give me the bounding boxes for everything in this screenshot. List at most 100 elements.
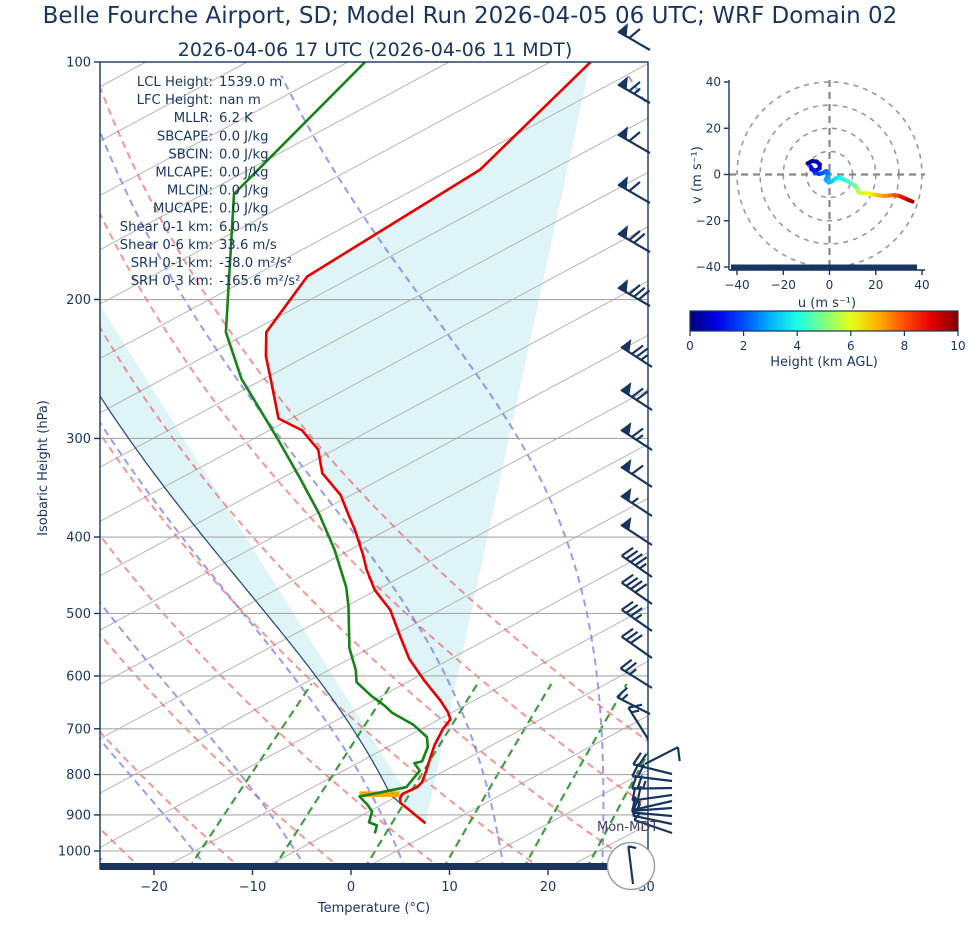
- wind-barb: [621, 600, 653, 632]
- surface-ground-bar: [100, 863, 648, 870]
- barb-full: [631, 763, 640, 777]
- moist-adiabat-line: [100, 420, 407, 869]
- wind-barb: [620, 459, 653, 488]
- barb-full: [636, 763, 646, 778]
- colorbar-tick-label: 10: [950, 339, 965, 353]
- mixing-ratio-line: [187, 683, 313, 869]
- barb-full: [621, 600, 634, 611]
- barb-flag: [620, 422, 632, 436]
- barb-full: [628, 230, 641, 241]
- barb-full: [631, 387, 644, 398]
- skewed-grid-line: [100, 63, 648, 360]
- barb-flag: [617, 23, 628, 37]
- pressure-tick-label: 500: [66, 607, 91, 622]
- temperature-tick-label: 0: [347, 880, 355, 895]
- moist-adiabat-line: [100, 128, 505, 869]
- barb-flag: [620, 459, 632, 473]
- barb-full: [630, 580, 643, 590]
- hodograph-x-tick-label: 20: [868, 278, 883, 292]
- temperature-curve: [264, 62, 592, 825]
- barb-half: [629, 668, 637, 676]
- wind-barb: [620, 488, 653, 517]
- sounding-indices-box: LCL Height: 1539.0 m LFC Height: nan m MLLR:…: [120, 75, 301, 289]
- wind-barb: [631, 799, 673, 818]
- barb-flag: [620, 517, 632, 531]
- barb-half: [641, 780, 647, 789]
- moist-adiabat-line: [100, 600, 308, 869]
- colorbar-tick-label: 0: [686, 339, 694, 353]
- stat-label: SRH 0-1 km:: [131, 256, 213, 271]
- stat-value: nan m: [219, 93, 261, 108]
- wind-barb: [627, 703, 649, 740]
- barb-flag: [617, 76, 628, 90]
- wind-barb: [617, 126, 651, 154]
- barb-full: [630, 634, 643, 644]
- stat-label: SBCAPE:: [157, 129, 213, 144]
- colorbar-tick-label: 2: [740, 339, 748, 353]
- wind-barb: [620, 517, 653, 546]
- barb-full: [637, 753, 648, 767]
- stat-label: MLLR:: [174, 111, 213, 126]
- pressure-tick-label: 600: [66, 669, 91, 684]
- wind-barb: [631, 763, 673, 783]
- valid-time-subtitle: 2026-04-06 17 UTC (2026-04-06 11 MDT): [178, 39, 573, 61]
- barb-staff: [620, 494, 653, 517]
- barb-full: [630, 607, 643, 617]
- skewed-grid-line: [100, 389, 648, 686]
- wind-barb: [617, 225, 651, 253]
- hodograph-x-tick-label: 40: [914, 278, 929, 292]
- cin-shaded-area: [100, 62, 591, 824]
- colorbar-tick-label: 8: [901, 339, 909, 353]
- skewed-grid-line: [100, 62, 147, 88]
- barb-full: [636, 785, 642, 801]
- stat-value: 33.6 m/s: [219, 238, 277, 253]
- dewpoint-curve: [224, 62, 430, 834]
- skewt-axes-frame: 100 200 300 400 500 600 700 800 900 1000 −20 −10 0 10…: [58, 56, 655, 896]
- barb-flag: [620, 339, 632, 353]
- stat-label: LCL Height:: [137, 75, 213, 90]
- stat-label: Shear 0-1 km:: [120, 220, 213, 235]
- barb-full: [631, 799, 640, 813]
- wind-barb: [616, 686, 651, 715]
- barb-full: [631, 786, 637, 801]
- barb-staff: [633, 818, 673, 835]
- barb-full: [635, 347, 649, 358]
- stat-value: -38.0 m²/s²: [219, 256, 292, 271]
- barb-full: [631, 464, 644, 475]
- hodograph-y-label: v (m s⁻¹): [690, 146, 705, 204]
- moist-adiabat-line: [0, 75, 11, 869]
- skewed-grid-line: [666, 62, 969, 869]
- moist-adiabat-line: [280, 74, 605, 869]
- pressure-axis-label: Isobaric Height (hPa): [36, 400, 51, 536]
- skewed-grid-line: [100, 443, 648, 740]
- wind-barb: [621, 573, 653, 605]
- barb-full: [625, 577, 639, 587]
- barb-full: [628, 284, 641, 295]
- hodograph-y-tick-label: 20: [706, 121, 721, 135]
- barb-full: [628, 181, 641, 192]
- barb-full: [632, 752, 642, 765]
- wind-barb: [617, 76, 651, 104]
- stat-value: 0.0 J/kg: [219, 202, 269, 217]
- barb-half: [640, 354, 649, 361]
- barb-full: [631, 797, 638, 812]
- mixing-ratio-lines: [187, 683, 648, 869]
- wind-barb: [631, 785, 673, 802]
- stat-label: MLCAPE:: [155, 166, 213, 181]
- barb-full: [621, 627, 634, 638]
- stat-value: -165.6 m²/s²: [219, 274, 300, 289]
- skewed-grid-line: [100, 334, 648, 631]
- pressure-tick-label: 100: [66, 56, 91, 71]
- wind-barb: [617, 176, 651, 204]
- barb-full: [628, 81, 641, 92]
- barb-full: [616, 686, 629, 699]
- hodograph-y-tick-label: 40: [706, 75, 721, 89]
- skewed-grid-line: [160, 606, 648, 869]
- hodograph-x-label: u (m s⁻¹): [798, 296, 856, 311]
- skewed-grid-line: [100, 62, 450, 251]
- stat-label: Shear 0-6 km:: [120, 238, 213, 253]
- barb-full: [634, 556, 648, 567]
- dry-adiabat-line: [100, 827, 143, 869]
- moist-adiabats: [0, 74, 648, 869]
